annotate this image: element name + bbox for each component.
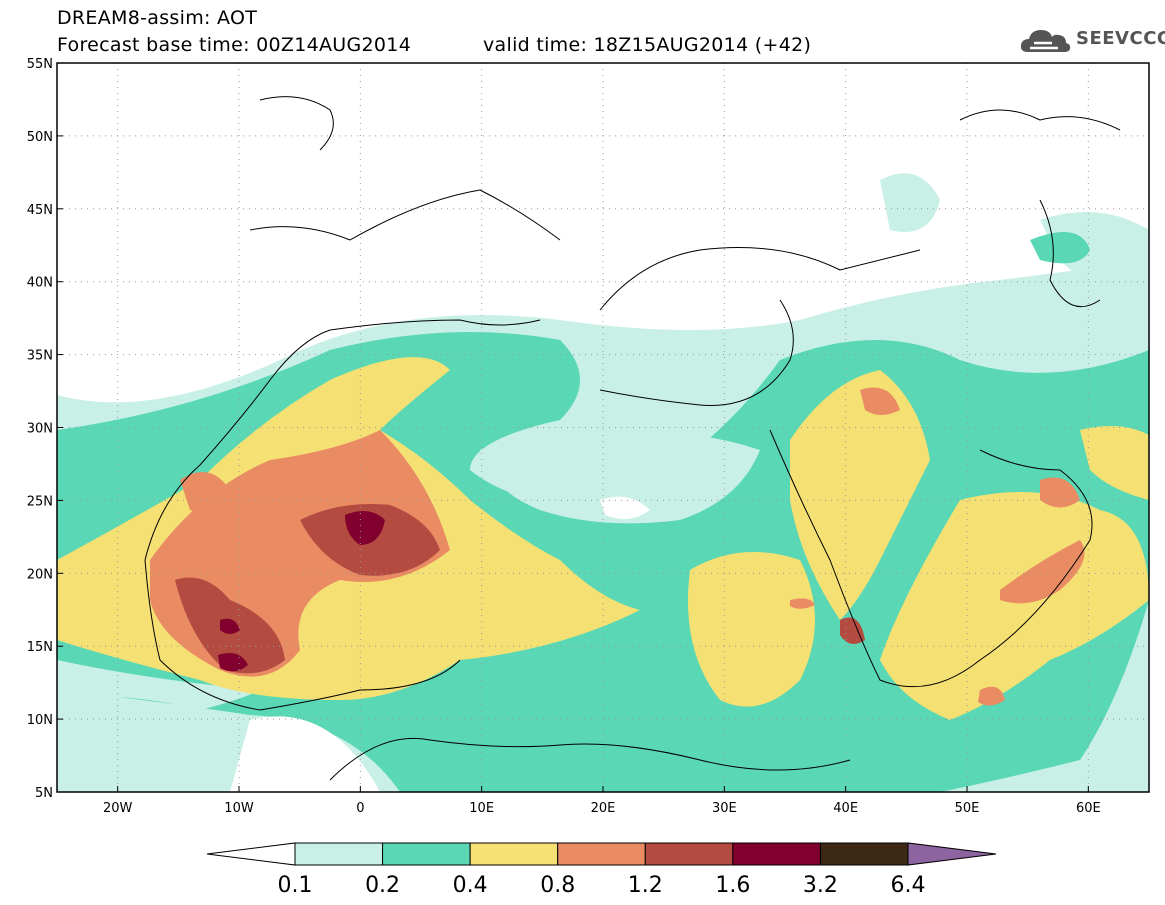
- lat-tick-label: 40N: [27, 276, 53, 291]
- colorbar-label: 3.2: [802, 873, 838, 898]
- colorbar-swatch: [469, 842, 559, 866]
- aot-contour-0.1: [880, 173, 940, 232]
- aot-contour-0.8: [790, 598, 815, 609]
- logo-text: SEEVCCC: [1076, 28, 1165, 49]
- colorbar-swatch: [557, 842, 646, 866]
- lat-tick-label: 30N: [27, 422, 53, 437]
- coastline: [599, 299, 794, 406]
- colorbar-label: 0.1: [277, 873, 313, 898]
- colorbar-over-arrow: [907, 842, 997, 866]
- lon-tick-label: 20E: [591, 801, 616, 816]
- colorbar-label: 0.8: [540, 873, 576, 898]
- coastline: [769, 429, 1093, 688]
- axis-ticks: 55N 50N 45N 40N 35N 30N 25N 20N 15N 10N 5N 20W 10W 0 1…: [27, 57, 1101, 816]
- aot-gap: [230, 716, 380, 792]
- aot-contour-1.6: [345, 511, 385, 545]
- lat-tick-label: 50N: [27, 130, 53, 145]
- seevccc-logo: SEEVCCC: [1018, 24, 1165, 58]
- coastline: [249, 189, 561, 241]
- colorbar-label: 6.4: [890, 873, 926, 898]
- colorbar-label: 0.2: [365, 873, 401, 898]
- lon-tick-label: 40E: [833, 801, 858, 816]
- aot-contour-1.2: [840, 617, 865, 644]
- lat-tick-label: 20N: [27, 567, 53, 582]
- coastline: [599, 247, 921, 311]
- aot-contour-0.8: [180, 472, 230, 513]
- lon-tick-label: 60E: [1076, 801, 1101, 816]
- aot-contour-0.8: [1040, 477, 1080, 508]
- chart-title: DREAM8-assim: AOT: [57, 7, 258, 29]
- coastline: [1039, 199, 1101, 308]
- aot-contour-0.8: [1000, 540, 1085, 604]
- colorbar-swatch: [382, 842, 471, 866]
- aot-contour-1.6: [220, 618, 240, 634]
- colorbar-under-arrow: [206, 842, 296, 866]
- lat-tick-label: 55N: [27, 57, 53, 72]
- coastline: [259, 96, 334, 151]
- map-gridlines: [57, 63, 1149, 792]
- lat-tick-label: 15N: [27, 640, 53, 655]
- lon-tick-label: 50E: [955, 801, 980, 816]
- aot-contour-0.2: [1030, 232, 1090, 264]
- lat-tick-label: 45N: [27, 203, 53, 218]
- lon-tick-label: 30E: [712, 801, 737, 816]
- aot-contour-0.8: [860, 387, 900, 415]
- lat-tick-label: 5N: [35, 786, 53, 801]
- aot-gap: [480, 427, 760, 524]
- lat-tick-label: 35N: [27, 349, 53, 364]
- aot-contour-0.4: [688, 552, 815, 707]
- cloud-icon: [1020, 30, 1071, 52]
- aot-field: [57, 63, 1149, 792]
- colorbar-swatch: [294, 842, 384, 866]
- aot-contour-1.6: [218, 652, 248, 672]
- colorbar-swatch: [819, 842, 909, 866]
- coastline: [144, 319, 541, 561]
- coastline: [144, 559, 461, 711]
- coastlines: [144, 96, 1121, 781]
- colorbar-swatch: [732, 842, 821, 866]
- aot-contour-0.4: [1080, 426, 1149, 500]
- lat-tick-label: 25N: [27, 494, 53, 509]
- colorbar: [206, 842, 997, 866]
- aot-contour-0.4: [790, 370, 930, 620]
- aot-gap: [600, 496, 650, 519]
- colorbar-swatch: [644, 842, 734, 866]
- lat-tick-label: 10N: [27, 713, 53, 728]
- lon-tick-label: 10W: [224, 801, 254, 816]
- aot-contour-0.8: [978, 686, 1005, 706]
- coastline: [959, 109, 1121, 131]
- colorbar-label: 1.6: [715, 873, 751, 898]
- colorbar-label: 0.4: [452, 873, 488, 898]
- forecast-base-time: Forecast base time: 00Z14AUG2014: [57, 34, 412, 56]
- colorbar-label: 1.2: [627, 873, 663, 898]
- lon-tick-label: 20W: [103, 801, 133, 816]
- lon-tick-label: 0: [356, 801, 364, 816]
- lon-tick-label: 10E: [469, 801, 494, 816]
- valid-time: valid time: 18Z15AUG2014 (+42): [483, 34, 812, 56]
- coastline: [329, 737, 851, 781]
